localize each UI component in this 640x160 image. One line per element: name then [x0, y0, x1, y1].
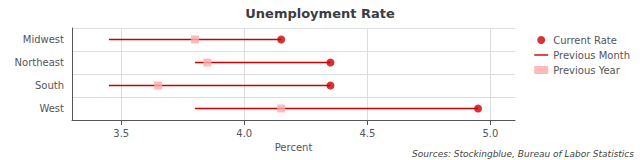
svg-text:Sources: Stockingblue, Bureau: Sources: Stockingblue, Bureau of Labor S… — [412, 149, 634, 159]
svg-text:Northeast: Northeast — [15, 57, 64, 68]
svg-text:Midwest: Midwest — [23, 34, 64, 45]
svg-text:Previous Month: Previous Month — [553, 50, 630, 61]
svg-text:Previous Year: Previous Year — [553, 65, 621, 76]
svg-text:4.5: 4.5 — [359, 128, 375, 139]
svg-text:5.0: 5.0 — [482, 128, 498, 139]
svg-text:3.5: 3.5 — [113, 128, 129, 139]
svg-text:Percent: Percent — [275, 142, 313, 153]
svg-text:Unemployment Rate: Unemployment Rate — [245, 6, 395, 21]
svg-text:4.0: 4.0 — [236, 128, 252, 139]
svg-text:South: South — [35, 80, 64, 91]
svg-text:West: West — [39, 103, 64, 114]
svg-text:Current Rate: Current Rate — [553, 35, 617, 46]
